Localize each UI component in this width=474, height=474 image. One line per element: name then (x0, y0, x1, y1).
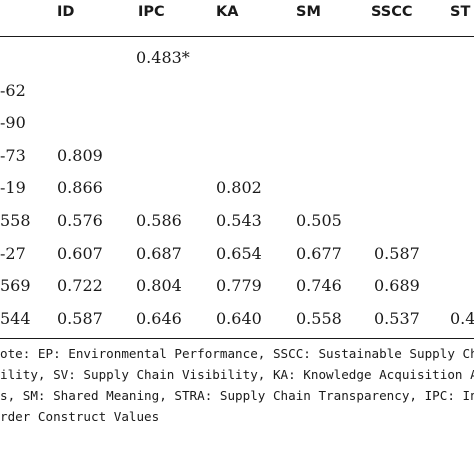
table-cell: 0.587 (57, 308, 103, 328)
table-cell: 0.558 (296, 308, 342, 328)
table-cell: 0.586 (136, 211, 182, 230)
table-cell: 0.689 (374, 276, 420, 296)
table-cell: 0.505 (296, 211, 342, 230)
table-cell: 0.746 (296, 276, 342, 296)
row-first-cell: 544 (0, 308, 31, 328)
table-cell: 0.543 (216, 211, 262, 230)
table-cell: 0.576 (57, 211, 103, 230)
note-line: ility, SV: Supply Chain Visibility, KA: … (0, 367, 474, 382)
table-cell: 0.4 (450, 308, 474, 328)
table-cell: 0.687 (136, 243, 182, 263)
column-header: ST (450, 4, 471, 20)
table-top-rule (0, 36, 474, 37)
note-line: s, SM: Shared Meaning, STRA: Supply Chai… (0, 388, 474, 403)
table-cell: 0.677 (296, 243, 342, 263)
column-header: SSCC (371, 4, 413, 20)
table-cell: 0.804 (136, 276, 182, 296)
table-cell: 0.809 (57, 145, 103, 165)
column-header: IPC (138, 4, 165, 20)
row-first-cell: -27 (0, 243, 26, 263)
table-bottom-rule (0, 338, 474, 339)
row-first-cell: 569 (0, 276, 31, 296)
table-cell: 0.866 (57, 178, 103, 198)
row-first-cell: -73 (0, 145, 26, 165)
table-cell: 0.802 (216, 178, 262, 198)
table-cell: 0.654 (216, 243, 262, 263)
table-cell: 0.607 (57, 243, 103, 263)
row-first-cell: -62 (0, 80, 26, 100)
table-cell: 0.483* (136, 48, 190, 67)
table-cell: 0.779 (216, 276, 262, 296)
table-cell: 0.646 (136, 308, 182, 328)
column-header: ID (57, 4, 75, 20)
note-line: rder Construct Values (0, 409, 160, 424)
column-header: KA (216, 4, 239, 20)
column-header: SM (296, 4, 321, 20)
row-first-cell: -90 (0, 113, 26, 133)
table-cell: 0.640 (216, 308, 262, 328)
table-cell: 0.722 (57, 276, 103, 296)
row-first-cell: -19 (0, 178, 26, 198)
table-cell: 0.537 (374, 308, 420, 328)
note-line: ote: EP: Environmental Performance, SSCC… (0, 346, 474, 361)
table-cell: 0.587 (374, 243, 420, 263)
row-first-cell: 558 (0, 211, 31, 230)
